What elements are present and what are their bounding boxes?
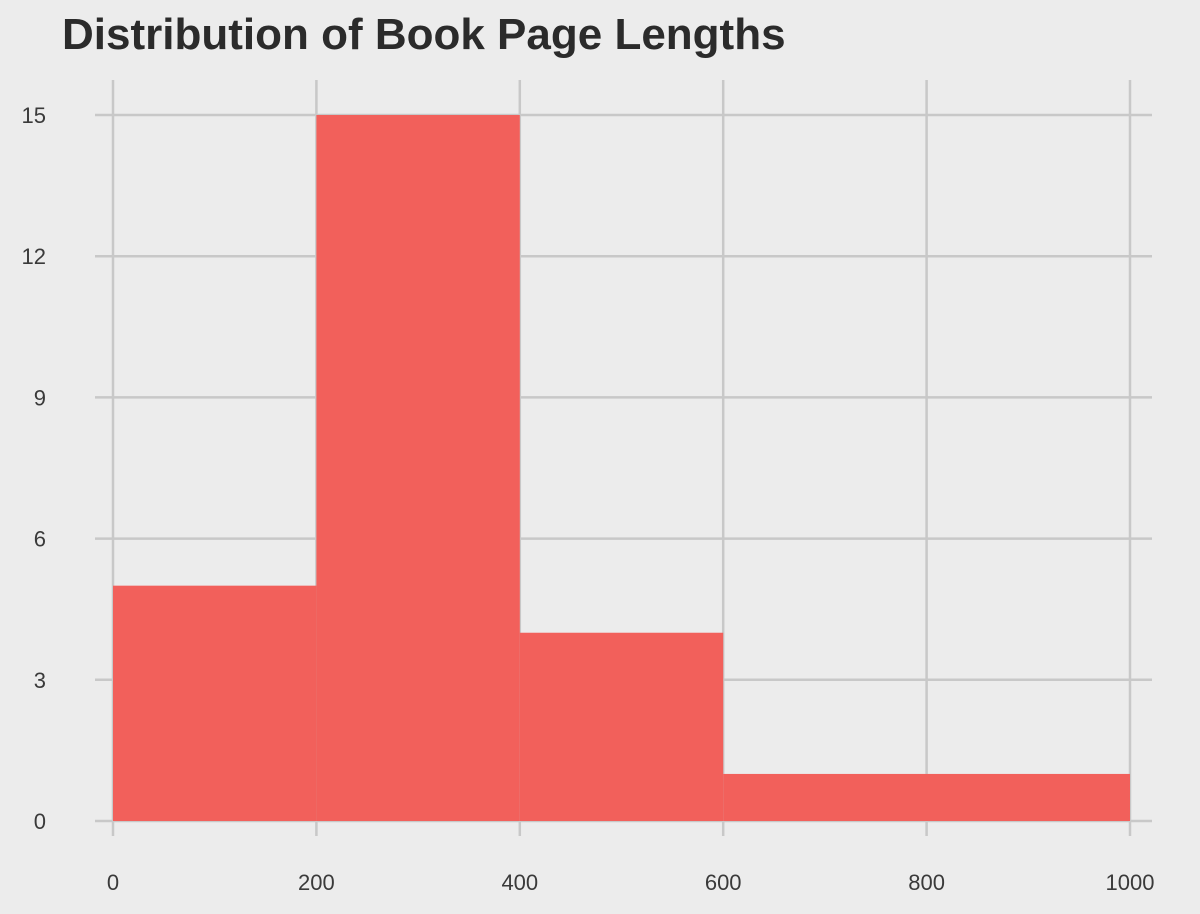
histogram-bar xyxy=(113,585,317,821)
y-axis-ticks: 0 3 6 9 12 15 xyxy=(22,103,46,834)
x-tick-label: 1000 xyxy=(1106,870,1155,895)
y-tick-label: 12 xyxy=(22,244,46,269)
y-tick-label: 9 xyxy=(34,385,46,410)
histogram-bar xyxy=(519,632,724,821)
y-tick-label: 3 xyxy=(34,668,46,693)
x-tick-label: 200 xyxy=(298,870,335,895)
y-tick-label: 6 xyxy=(34,527,46,552)
histogram-bar xyxy=(316,115,520,821)
y-tick-label: 0 xyxy=(34,809,46,834)
y-tick-label: 15 xyxy=(22,103,46,128)
x-tick-label: 400 xyxy=(501,870,538,895)
x-tick-label: 0 xyxy=(107,870,119,895)
histogram-bar xyxy=(723,773,1130,821)
x-tick-label: 600 xyxy=(705,870,742,895)
bar-layer xyxy=(113,115,1130,821)
chart-title: Distribution of Book Page Lengths xyxy=(62,10,786,59)
x-axis-ticks: 0 200 400 600 800 1000 xyxy=(107,870,1155,895)
x-tick-label: 800 xyxy=(908,870,945,895)
